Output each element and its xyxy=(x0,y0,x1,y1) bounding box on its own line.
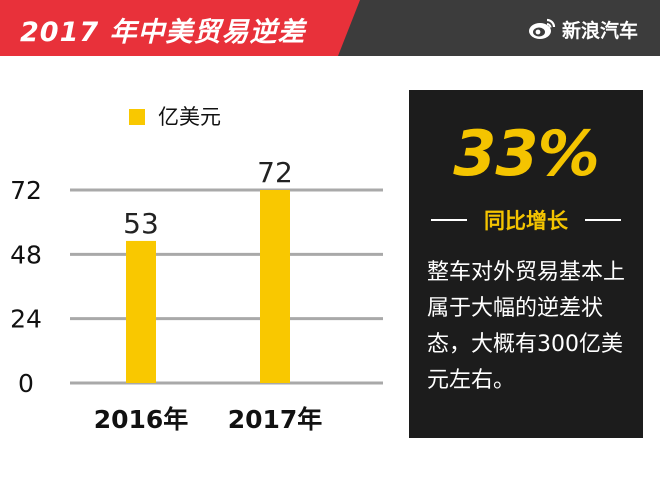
sina-weibo-eye-icon xyxy=(528,18,556,39)
x-category-label: 2016年 xyxy=(94,405,189,434)
info-panel: 33% 同比增长 整车对外贸易基本上属于大幅的逆差状态，大概有300亿美元左右。 xyxy=(409,90,643,438)
legend-swatch xyxy=(129,109,145,125)
bar xyxy=(126,240,156,383)
description-text: 整车对外贸易基本上属于大幅的逆差状态，大概有300亿美元左右。 xyxy=(427,260,626,393)
title-banner: 2017 年中美贸易逆差 xyxy=(0,0,360,56)
bar-chart: 0 24 48 72 53 2016年 72 2017年 亿美元 xyxy=(10,105,383,434)
page-title: 2017 年中美贸易逆差 xyxy=(20,17,306,48)
legend-label: 亿美元 xyxy=(158,105,221,129)
data-label: 72 xyxy=(257,156,293,189)
y-tick-label: 0 xyxy=(18,369,34,398)
brand-name: 新浪汽车 xyxy=(561,19,638,42)
growth-stat: 33% xyxy=(453,117,599,190)
brand-logo: 新浪汽车 xyxy=(528,15,638,43)
y-tick-label: 48 xyxy=(10,240,42,269)
divider-left xyxy=(431,219,467,221)
x-category-label: 2017年 xyxy=(228,405,323,434)
divider-right xyxy=(585,219,621,221)
stat-subtitle: 同比增长 xyxy=(484,209,568,233)
y-tick-label: 24 xyxy=(10,305,42,334)
y-tick-label: 72 xyxy=(10,176,42,205)
subtitle-row: 同比增长 xyxy=(431,205,621,235)
bar xyxy=(260,190,290,383)
data-label: 53 xyxy=(123,207,159,240)
